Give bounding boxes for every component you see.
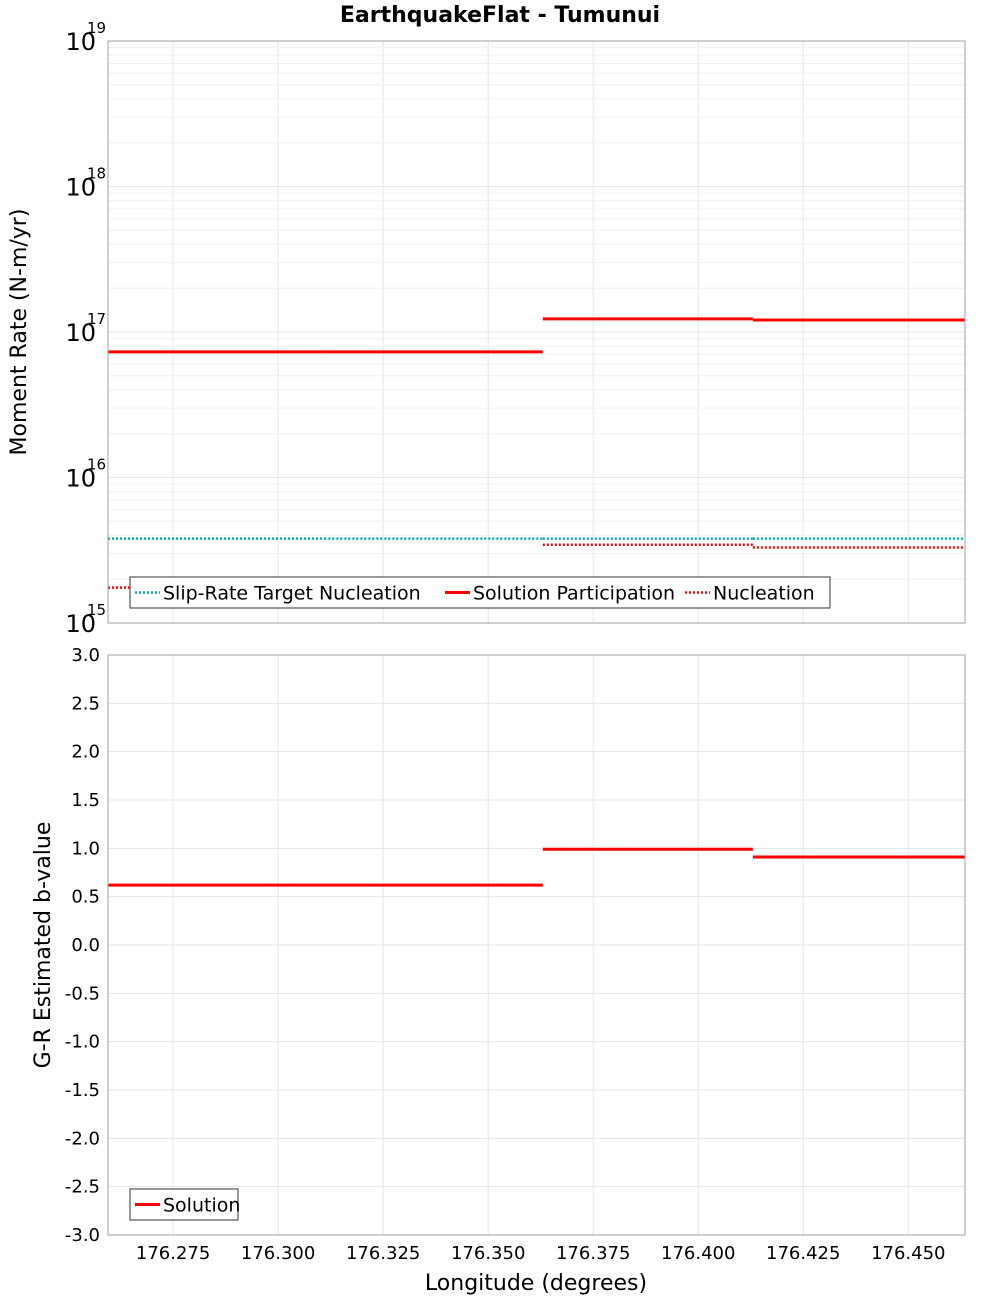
moment-rate-ytick-exponent: 19 (87, 19, 106, 37)
moment-rate-ylabel: Moment Rate (N-m/yr) (7, 209, 32, 456)
b-value-legend: Solution (129, 1188, 240, 1221)
x-tick-label: 176.375 (556, 1243, 630, 1264)
x-ticks: 176.275 176.300 176.325 176.350 176.375 176.4… (136, 1243, 946, 1264)
moment-rate-legend-label: Slip-Rate Target Nucleation (163, 583, 421, 605)
moment-rate-ytick-exponent: 16 (87, 456, 106, 474)
b-value-y-ticks: 3.0 2.5 2.0 1.5 1.0 0.5 0.0 -0.5 -1.0 -1.5 -2.0 -2.… (65, 645, 100, 1246)
x-tick-label: 176.350 (451, 1243, 525, 1264)
moment-rate-ytick-exponent: 18 (87, 165, 106, 183)
b-value-ytick-label: -1.0 (65, 1032, 100, 1053)
b-value-ytick-label: -1.5 (65, 1080, 100, 1101)
x-tick-label: 176.400 (661, 1243, 735, 1264)
chart-title: EarthquakeFlat - Tumunui (340, 3, 660, 28)
b-value-legend-label: Solution (163, 1195, 240, 1217)
x-tick-label: 176.425 (766, 1243, 840, 1264)
moment-rate-ytick-exponent: 17 (87, 310, 106, 328)
b-value-ylabel: G-R Estimated b-value (31, 822, 56, 1069)
moment-rate-legend-box (129, 576, 831, 609)
moment-rate-legend: Slip-Rate Target Nucleation Solution Part… (129, 576, 831, 609)
moment-rate-ytick-base: 10 (65, 465, 96, 493)
b-value-ytick-label: 1.0 (71, 838, 100, 859)
b-value-series (108, 847, 965, 887)
x-tick-label: 176.325 (346, 1243, 420, 1264)
b-value-ytick-label: -3.0 (65, 1225, 100, 1246)
b-value-ytick-label: 3.0 (71, 645, 100, 666)
b-value-ytick-label: 2.0 (71, 742, 100, 763)
b-value-ytick-label: 2.5 (71, 693, 100, 714)
x-tick-label: 176.275 (136, 1243, 210, 1264)
b-value-ytick-label: -2.0 (65, 1128, 100, 1149)
x-axis-label: Longitude (degrees) (425, 1271, 647, 1296)
b-value-ytick-label: 0.5 (71, 887, 100, 908)
moment-rate-frame (107, 40, 966, 624)
moment-rate-ytick-base: 10 (65, 319, 96, 347)
b-value-ytick-label: -0.5 (65, 983, 100, 1004)
b-value-frame (107, 654, 966, 1236)
x-tick-label: 176.300 (241, 1243, 315, 1264)
b-value-ytick-label: 1.5 (71, 790, 100, 811)
moment-rate-ytick-base: 10 (65, 174, 96, 202)
b-value-panel: 3.0 2.5 2.0 1.5 1.0 0.5 0.0 -0.5 -1.0 -1.5 -2.0 -2.… (31, 645, 966, 1246)
moment-rate-legend-label: Nucleation (713, 583, 815, 605)
moment-rate-legend-label: Solution Participation (473, 583, 675, 605)
moment-rate-ytick-exponent: 15 (87, 601, 106, 619)
b-value-ytick-label: -2.5 (65, 1177, 100, 1198)
x-tick-label: 176.450 (871, 1243, 945, 1264)
moment-rate-ytick-base: 10 (65, 28, 96, 56)
moment-rate-ytick-base: 10 (65, 610, 96, 638)
b-value-ytick-label: 0.0 (71, 935, 100, 956)
